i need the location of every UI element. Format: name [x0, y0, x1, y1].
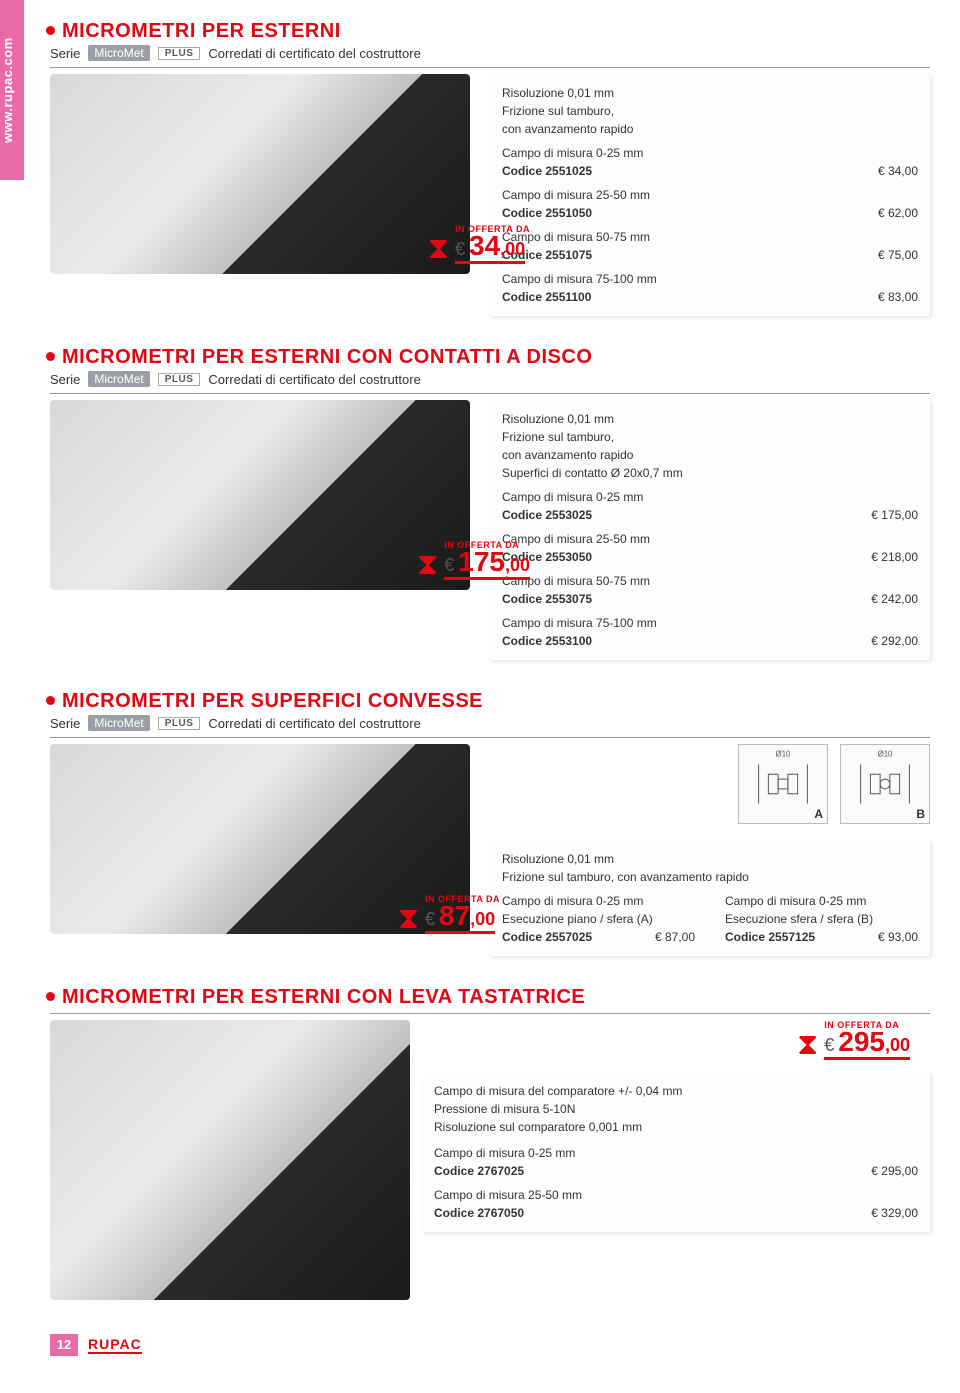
divider — [50, 67, 930, 68]
plus-badge: PLUS — [158, 717, 201, 730]
page-footer: 12 RUPAC — [50, 1330, 930, 1356]
spec-line: Frizione sul tamburo, con avanzamento ra… — [502, 868, 918, 886]
spec-line: Esecuzione piano / sfera (A) — [502, 910, 695, 928]
spec-column-b: Campo di misura 0-25 mm Esecuzione sfera… — [725, 892, 918, 946]
price-row: Codice 2551100€ 83,00 — [502, 288, 918, 306]
range-label: Campo di misura 25-50 mm — [502, 530, 918, 548]
micromet-badge: MicroMet — [88, 45, 149, 61]
spec-line: Risoluzione sul comparatore 0,001 mm — [434, 1118, 918, 1136]
offer-badge: ⧗ IN OFFERTA DA €175,00 — [417, 540, 530, 580]
section-subtitle: Serie MicroMet PLUS Corredati di certifi… — [50, 371, 930, 387]
price-row: Codice 2557025€ 87,00 — [502, 928, 695, 946]
hourglass-icon: ⧗ — [398, 904, 419, 934]
cert-text: Corredati di certificato del costruttore — [208, 372, 420, 387]
section-title: MICROMETRI PER ESTERNI — [50, 20, 930, 43]
spec-panel: Risoluzione 0,01 mm Frizione sul tamburo… — [490, 400, 930, 660]
offer-badge: ⧗ IN OFFERTA DA €295,00 — [797, 1020, 910, 1060]
section-title: MICROMETRI PER ESTERNI CON CONTATTI A DI… — [50, 346, 930, 369]
range-label: Campo di misura 50-75 mm — [502, 228, 918, 246]
section-title: MICROMETRI PER SUPERFICI CONVESSE — [50, 690, 930, 713]
price-row: Codice 2553025€ 175,00 — [502, 506, 918, 524]
price-row: Codice 2557125€ 93,00 — [725, 928, 918, 946]
page-number: 12 — [50, 1334, 78, 1356]
hourglass-icon: ⧗ — [428, 234, 449, 264]
micromet-badge: MicroMet — [88, 371, 149, 387]
offer-price: €295,00 — [824, 1028, 910, 1060]
range-label: Campo di misura 0-25 mm — [502, 144, 918, 162]
price-row: Codice 2551075€ 75,00 — [502, 246, 918, 264]
section-contatti-disco: MICROMETRI PER ESTERNI CON CONTATTI A DI… — [50, 346, 930, 660]
divider — [50, 1013, 930, 1014]
section-subtitle: Serie MicroMet PLUS Corredati di certifi… — [50, 715, 930, 731]
diagram-row: Ø10 A Ø10 B — [490, 744, 930, 824]
price-row: Codice 2551025€ 34,00 — [502, 162, 918, 180]
range-label: Campo di misura 25-50 mm — [502, 186, 918, 204]
hourglass-icon: ⧗ — [417, 550, 438, 580]
plus-badge: PLUS — [158, 47, 201, 60]
spec-column-a: Campo di misura 0-25 mm Esecuzione piano… — [502, 892, 695, 946]
spec-line: Pressione di misura 5-10N — [434, 1100, 918, 1118]
product-image — [50, 1020, 410, 1300]
section-micrometri-esterni: MICROMETRI PER ESTERNI Serie MicroMet PL… — [50, 20, 930, 316]
spec-line: Frizione sul tamburo, — [502, 102, 918, 120]
range-label: Campo di misura 0-25 mm — [434, 1144, 918, 1162]
spec-line: Frizione sul tamburo, — [502, 428, 918, 446]
diagram-a: Ø10 A — [738, 744, 828, 824]
offer-badge: ⧗ IN OFFERTA DA €87,00 — [398, 894, 500, 934]
serie-label: Serie — [50, 372, 80, 387]
divider — [50, 393, 930, 394]
offer-price: €175,00 — [444, 548, 530, 580]
catalog-page: MICROMETRI PER ESTERNI Serie MicroMet PL… — [0, 0, 960, 1376]
cert-text: Corredati di certificato del costruttore — [208, 46, 420, 61]
price-row: Codice 2553100€ 292,00 — [502, 632, 918, 650]
serie-label: Serie — [50, 716, 80, 731]
offer-badge: ⧗ IN OFFERTA DA €34,00 — [428, 224, 530, 264]
range-label: Campo di misura 75-100 mm — [502, 270, 918, 288]
price-row: Codice 2553075€ 242,00 — [502, 590, 918, 608]
spec-line: Campo di misura del comparatore +/- 0,04… — [434, 1082, 918, 1100]
serie-label: Serie — [50, 46, 80, 61]
price-row: Codice 2551050€ 62,00 — [502, 204, 918, 222]
spec-panel: Risoluzione 0,01 mm Frizione sul tamburo… — [490, 840, 930, 956]
svg-text:Ø10: Ø10 — [878, 750, 893, 759]
offer-price: €34,00 — [455, 232, 525, 264]
price-row: Codice 2553050€ 218,00 — [502, 548, 918, 566]
spec-line: con avanzamento rapido — [502, 446, 918, 464]
section-superfici-convesse: MICROMETRI PER SUPERFICI CONVESSE Serie … — [50, 690, 930, 956]
range-label: Campo di misura 50-75 mm — [502, 572, 918, 590]
spec-line: Campo di misura 0-25 mm — [725, 892, 918, 910]
spec-line: Risoluzione 0,01 mm — [502, 410, 918, 428]
spec-line: Esecuzione sfera / sfera (B) — [725, 910, 918, 928]
svg-text:Ø10: Ø10 — [776, 750, 791, 759]
range-label: Campo di misura 75-100 mm — [502, 614, 918, 632]
spec-line: Campo di misura 0-25 mm — [502, 892, 695, 910]
product-image — [50, 74, 470, 274]
hourglass-icon: ⧗ — [797, 1030, 818, 1060]
section-leva-tastatrice: MICROMETRI PER ESTERNI CON LEVA TASTATRI… — [50, 986, 930, 1300]
plus-badge: PLUS — [158, 373, 201, 386]
spec-line: Risoluzione 0,01 mm — [502, 84, 918, 102]
spec-line: Risoluzione 0,01 mm — [502, 850, 918, 868]
spec-panel: Risoluzione 0,01 mm Frizione sul tamburo… — [490, 74, 930, 316]
diagram-label: B — [916, 807, 925, 821]
divider — [50, 737, 930, 738]
product-image — [50, 400, 470, 590]
micromet-badge: MicroMet — [88, 715, 149, 731]
spec-panel: Campo di misura del comparatore +/- 0,04… — [422, 1072, 930, 1232]
spec-line: con avanzamento rapido — [502, 120, 918, 138]
price-row: Codice 2767025€ 295,00 — [434, 1162, 918, 1180]
price-row: Codice 2767050€ 329,00 — [434, 1204, 918, 1222]
cert-text: Corredati di certificato del costruttore — [208, 716, 420, 731]
range-label: Campo di misura 0-25 mm — [502, 488, 918, 506]
section-subtitle: Serie MicroMet PLUS Corredati di certifi… — [50, 45, 930, 61]
sidebar-url-tab: www.rupac.com — [0, 0, 24, 180]
range-label: Campo di misura 25-50 mm — [434, 1186, 918, 1204]
footer-logo: RUPAC — [88, 1336, 142, 1354]
diagram-b: Ø10 B — [840, 744, 930, 824]
spec-line: Superfici di contatto Ø 20x0,7 mm — [502, 464, 918, 482]
offer-price: €87,00 — [425, 902, 495, 934]
diagram-label: A — [814, 807, 823, 821]
section-title: MICROMETRI PER ESTERNI CON LEVA TASTATRI… — [50, 986, 930, 1009]
